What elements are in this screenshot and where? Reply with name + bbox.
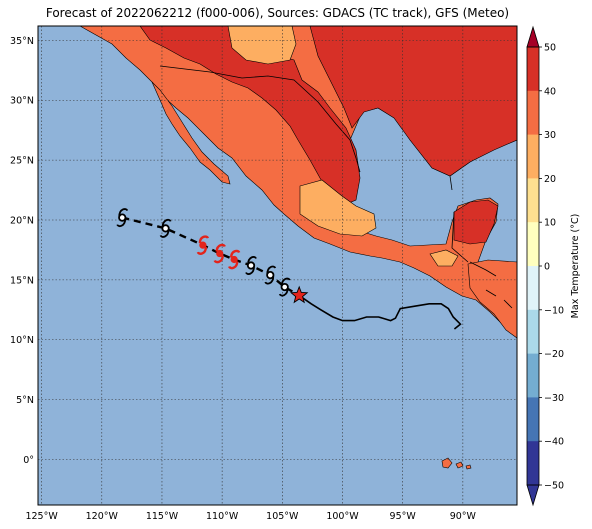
lon-tick-label: 95°W — [390, 511, 417, 522]
past-track-line — [298, 294, 462, 330]
colorbar-tick-label: 10 — [544, 218, 556, 229]
lat-tick-label: 35°N — [10, 36, 34, 47]
tropical-cyclone-icon — [213, 243, 226, 264]
longitude-labels: 125°W 120°W 115°W 110°W 105°W 100°W 95°W 90°W — [25, 511, 476, 522]
colorbar-tick-label: 20 — [544, 174, 556, 185]
colorbar-bands — [526, 25, 540, 507]
lat-tick-label: 10°N — [10, 335, 34, 346]
lat-tick-label: 25°N — [10, 156, 34, 167]
lat-lon-grid — [38, 26, 517, 505]
colorbar-tick-label: 40 — [544, 86, 556, 97]
colorbar-band — [527, 90, 539, 136]
storm-track — [116, 208, 462, 330]
lat-tick-label: 30°N — [10, 96, 34, 107]
colorbar-band — [527, 309, 539, 355]
colorbar-tick-label: −50 — [544, 481, 564, 492]
map-frame — [37, 25, 518, 506]
lon-tick-label: 100°W — [326, 511, 359, 522]
land-region-30-40 — [453, 199, 499, 245]
colorbar-band — [527, 266, 539, 311]
tropical-cyclone-icon — [116, 208, 129, 228]
land-region-10-20 — [227, 26, 297, 65]
land-baja-peninsula — [151, 81, 231, 185]
lon-tick-label: 110°W — [206, 511, 239, 522]
tropical-cyclone-icon — [264, 265, 277, 285]
colorbar-tick-label: −10 — [544, 305, 564, 316]
colorbar-tick-label: −20 — [544, 349, 564, 360]
colorbar-extend-max — [526, 25, 540, 48]
latitude-labels: 35°N 30°N 25°N 20°N 15°N 10°N 5°N 0° — [10, 36, 34, 466]
lon-tick-label: 115°W — [146, 511, 179, 522]
lon-tick-label: 125°W — [25, 511, 58, 522]
colorbar-band — [527, 222, 539, 267]
colorbar-band — [527, 47, 539, 92]
lon-tick-label: 90°W — [450, 511, 477, 522]
colorbar-band — [527, 178, 539, 223]
colorbar-extend-min — [526, 484, 540, 507]
colorbar-tick-label: 50 — [544, 43, 556, 54]
land-central-america — [467, 259, 517, 339]
land-galapagos — [441, 457, 472, 470]
lat-tick-label: 20°N — [10, 215, 34, 226]
colorbar-band — [527, 134, 539, 179]
tropical-cyclone-icon — [196, 235, 210, 255]
colorbar-band — [527, 397, 539, 442]
map-title: Forecast of 2022062212 (f000-006), Sourc… — [45, 6, 510, 20]
colorbar-band — [527, 441, 539, 486]
lon-tick-label: 120°W — [86, 511, 119, 522]
colorbar-tick-label: 0 — [544, 262, 550, 273]
tropical-cyclone-icon — [228, 249, 241, 270]
lon-tick-label: 105°W — [266, 511, 299, 522]
colorbar-tick-label: 30 — [544, 130, 556, 141]
country-borders — [159, 65, 513, 309]
tropical-cyclone-icon — [159, 218, 172, 238]
tropical-cyclone-icon — [278, 277, 291, 297]
colorbar-ticks: 50 40 30 20 10 0 −10 −20 −30 −40 −50 — [539, 43, 564, 492]
lat-tick-label: 0° — [23, 455, 34, 466]
land-region-10-20 — [429, 249, 459, 267]
colorbar-label: Max Temperature (°C) — [570, 214, 581, 319]
land-region-30-40 — [309, 26, 517, 177]
current-position-star — [289, 285, 309, 304]
colorbar-tick-label: −30 — [544, 393, 564, 404]
colorbar-tick-label: −40 — [544, 437, 564, 448]
colorbar-band — [527, 353, 539, 398]
lat-tick-label: 5°N — [16, 395, 34, 406]
land-region-10-20 — [299, 179, 377, 237]
tropical-cyclone-icon — [245, 256, 257, 275]
lat-tick-label: 15°N — [10, 275, 34, 286]
